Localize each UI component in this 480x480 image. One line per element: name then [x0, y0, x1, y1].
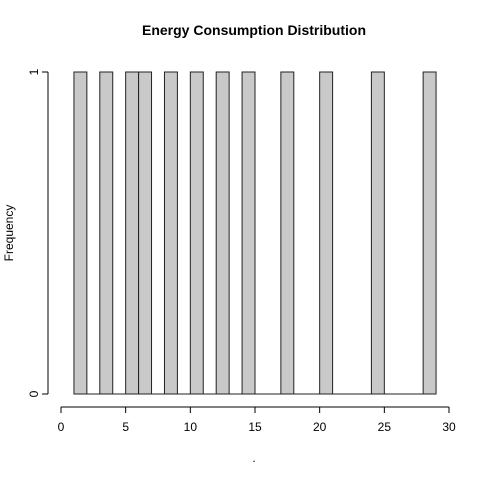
y-tick-label-0: 0 [27, 390, 41, 397]
histogram-bar-7 [215, 71, 230, 395]
histogram-bar-10 [319, 71, 334, 395]
histogram-bar-8 [241, 71, 256, 395]
histogram-bar-6 [189, 71, 204, 395]
y-tick-label-1: 1 [27, 68, 41, 75]
histogram-bar-5 [163, 71, 178, 395]
bars-group [73, 71, 437, 395]
x-tick-label-20: 20 [313, 420, 327, 434]
histogram-bar-2 [99, 71, 114, 395]
histogram-bar-9 [280, 71, 295, 395]
y-axis: 01 [27, 68, 49, 397]
x-tick-label-15: 15 [248, 420, 262, 434]
y-axis-label: Frequency [2, 205, 16, 262]
x-tick-label-10: 10 [184, 420, 198, 434]
histogram-bar-12 [422, 71, 437, 395]
histogram-bar-4 [138, 71, 153, 395]
histogram-bar-3 [125, 71, 140, 395]
x-tick-label-25: 25 [378, 420, 392, 434]
histogram-bar-11 [370, 71, 385, 395]
x-axis: 0 5 10 15 20 25 30 [58, 406, 456, 434]
x-tick-label-5: 5 [122, 420, 129, 434]
x-axis-label: . [252, 451, 255, 465]
histogram-bar-1 [73, 71, 88, 395]
x-tick-label-30: 30 [442, 420, 456, 434]
chart-title: Energy Consumption Distribution [142, 22, 366, 38]
x-tick-label-0: 0 [58, 420, 65, 434]
